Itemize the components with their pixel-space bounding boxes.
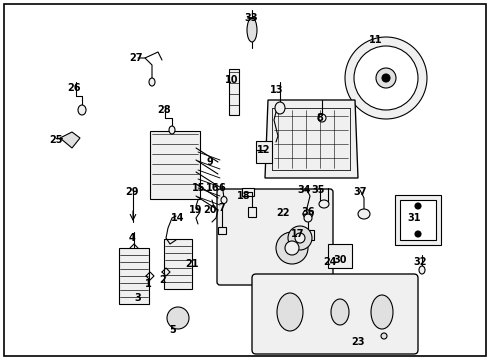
Text: 11: 11 <box>369 35 383 45</box>
Text: 34: 34 <box>297 185 311 195</box>
Bar <box>119 248 149 304</box>
Text: 28: 28 <box>157 105 171 115</box>
Text: 2: 2 <box>160 275 167 285</box>
Ellipse shape <box>371 295 393 329</box>
Ellipse shape <box>354 46 418 110</box>
Text: 14: 14 <box>171 213 185 223</box>
Ellipse shape <box>78 105 86 115</box>
Ellipse shape <box>376 68 396 88</box>
Ellipse shape <box>221 197 227 203</box>
Bar <box>242 188 254 196</box>
Bar <box>256 141 272 163</box>
Ellipse shape <box>318 114 326 122</box>
Text: 19: 19 <box>189 205 203 215</box>
Ellipse shape <box>288 226 312 250</box>
Ellipse shape <box>276 232 308 264</box>
Text: 33: 33 <box>244 13 258 23</box>
Text: 10: 10 <box>225 75 239 85</box>
Ellipse shape <box>275 102 285 114</box>
Ellipse shape <box>381 333 387 339</box>
Bar <box>229 69 239 115</box>
Text: 3: 3 <box>135 293 142 303</box>
Ellipse shape <box>303 210 313 218</box>
Text: 16: 16 <box>206 183 220 193</box>
Text: 6: 6 <box>219 183 225 193</box>
Ellipse shape <box>247 18 257 42</box>
Text: 37: 37 <box>353 187 367 197</box>
Text: 17: 17 <box>291 229 305 239</box>
Text: 7: 7 <box>219 203 225 213</box>
Ellipse shape <box>169 126 175 134</box>
Ellipse shape <box>382 74 390 82</box>
Ellipse shape <box>345 37 427 119</box>
Text: 1: 1 <box>145 279 151 289</box>
Text: 26: 26 <box>67 83 81 93</box>
Text: 35: 35 <box>311 185 325 195</box>
Text: 31: 31 <box>407 213 421 223</box>
Bar <box>302 230 314 240</box>
Polygon shape <box>60 132 80 148</box>
Bar <box>164 239 192 289</box>
Ellipse shape <box>285 241 299 255</box>
Text: 12: 12 <box>257 145 271 155</box>
Text: 25: 25 <box>49 135 63 145</box>
Ellipse shape <box>277 293 303 331</box>
Ellipse shape <box>319 200 329 208</box>
Bar <box>400 200 436 240</box>
Bar <box>150 131 200 199</box>
Polygon shape <box>265 100 358 178</box>
Ellipse shape <box>149 78 155 86</box>
Ellipse shape <box>331 299 349 325</box>
Text: 22: 22 <box>276 208 290 218</box>
Bar <box>395 195 441 245</box>
Text: 24: 24 <box>323 257 337 267</box>
FancyBboxPatch shape <box>217 189 333 285</box>
Ellipse shape <box>419 266 425 274</box>
Text: 15: 15 <box>192 183 206 193</box>
Text: 8: 8 <box>317 113 323 123</box>
Text: 30: 30 <box>333 255 347 265</box>
Text: 18: 18 <box>237 191 251 201</box>
Text: 23: 23 <box>351 337 365 347</box>
Ellipse shape <box>304 214 312 222</box>
Text: 9: 9 <box>207 157 213 167</box>
Bar <box>328 244 352 268</box>
Bar <box>248 207 256 217</box>
Text: 5: 5 <box>170 325 176 335</box>
Text: 29: 29 <box>125 187 139 197</box>
Text: 20: 20 <box>203 205 217 215</box>
Ellipse shape <box>358 209 370 219</box>
Ellipse shape <box>167 307 189 329</box>
Text: 36: 36 <box>301 207 315 217</box>
Ellipse shape <box>415 231 421 237</box>
Ellipse shape <box>295 233 305 243</box>
FancyBboxPatch shape <box>252 274 418 354</box>
Ellipse shape <box>415 203 421 209</box>
Text: 4: 4 <box>129 233 135 243</box>
Text: 32: 32 <box>413 257 427 267</box>
Bar <box>218 226 226 234</box>
Text: 27: 27 <box>129 53 143 63</box>
Text: 21: 21 <box>185 259 199 269</box>
Text: 13: 13 <box>270 85 284 95</box>
